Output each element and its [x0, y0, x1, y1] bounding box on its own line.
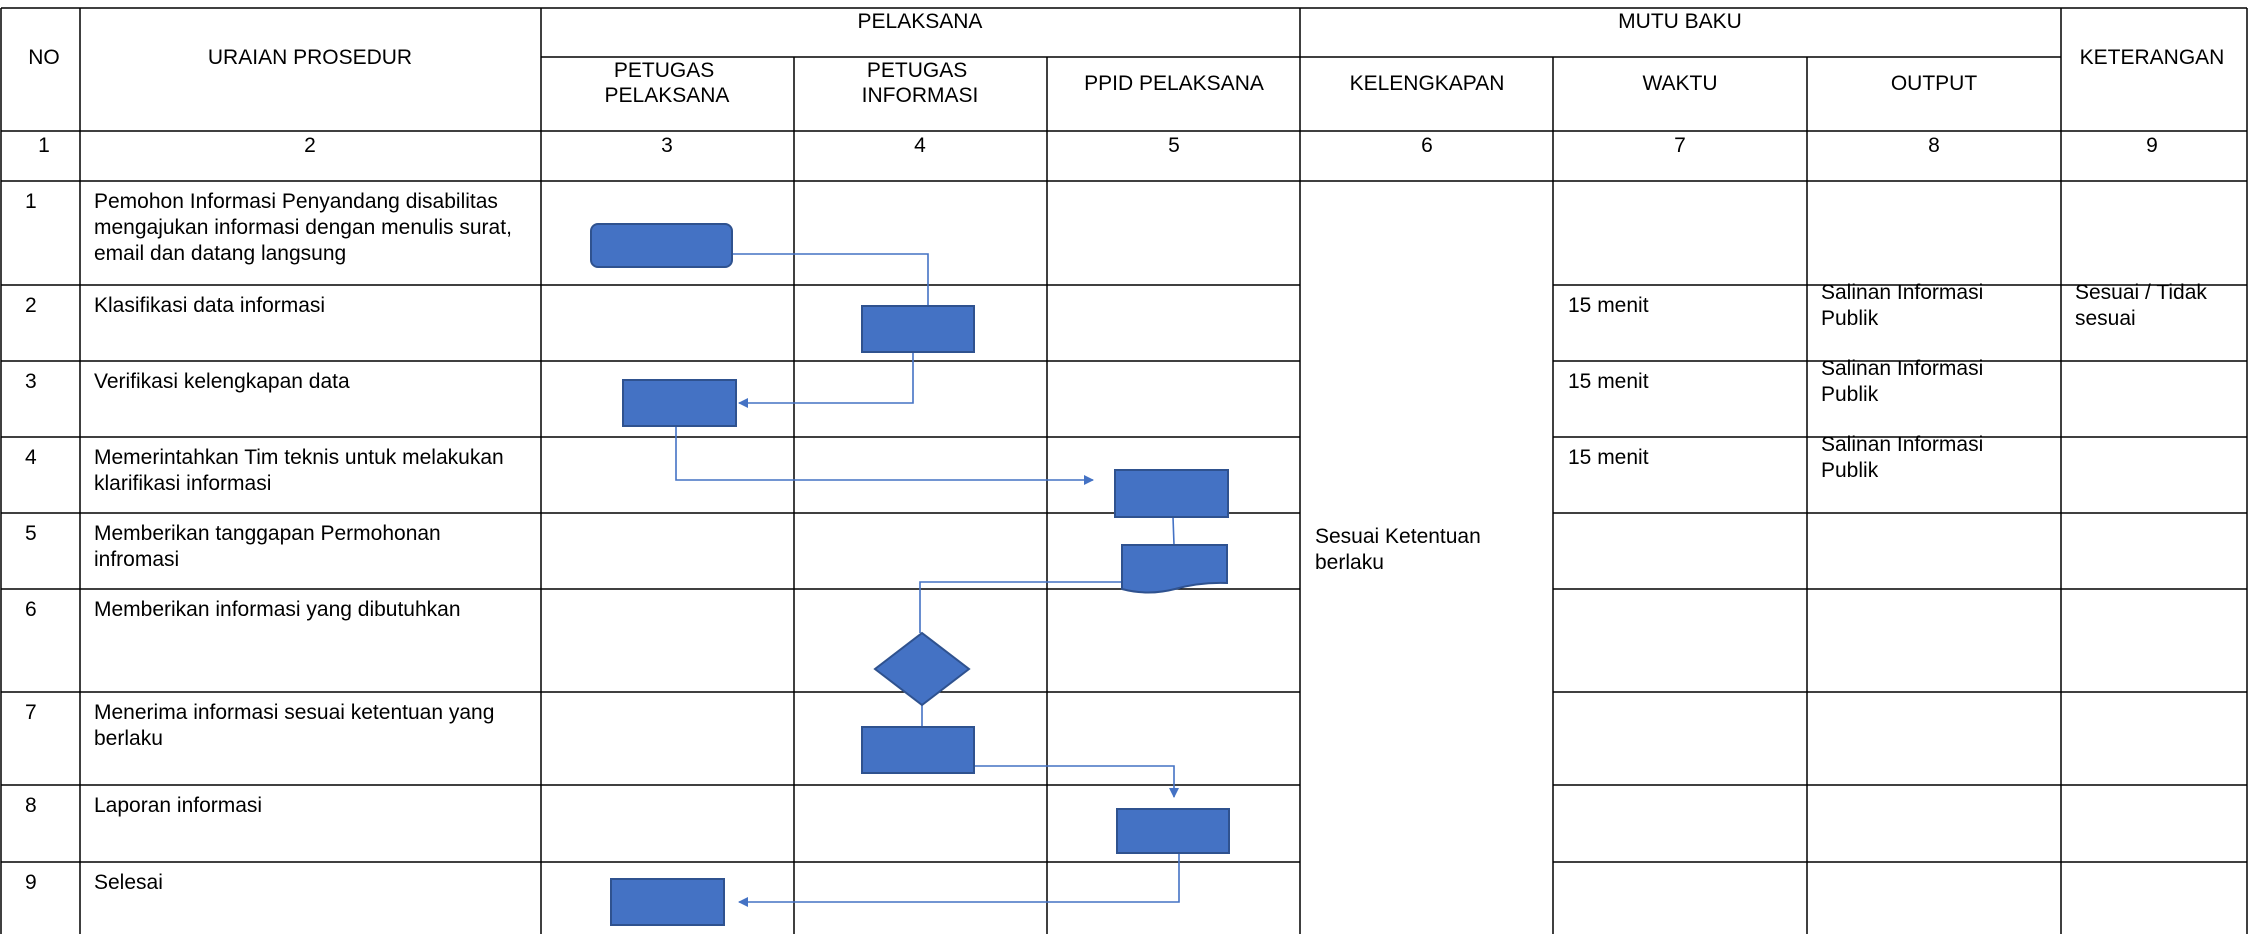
row-number: 5: [25, 522, 37, 545]
column-number-7: 7: [1674, 134, 1686, 157]
output-text: Publik: [1821, 459, 1879, 482]
table-row: 3 Verifikasi kelengkapan data 15 menit Sali…: [25, 357, 1983, 406]
uraian-prosedur-text: Klasifikasi data informasi: [94, 294, 325, 317]
keterangan-text: Sesuai / Tidak: [2075, 281, 2207, 304]
flow-step-8-process: [1116, 808, 1230, 854]
uraian-prosedur-text: Pemohon Informasi Penyandang disabilitas: [94, 190, 498, 213]
table-row: 5 Memberikan tanggapan Permohonan infromas…: [25, 522, 441, 571]
flow-step-7-process: [861, 726, 975, 774]
output-text: Salinan Informasi: [1821, 357, 1983, 380]
waktu-text: 15 menit: [1568, 294, 1649, 317]
header-output: OUTPUT: [1891, 72, 1978, 95]
output-text: Publik: [1821, 307, 1879, 330]
header-petugas-informasi: PETUGAS INFORMASI: [862, 59, 979, 107]
column-number-4: 4: [914, 134, 926, 157]
keterangan-text: sesuai: [2075, 307, 2136, 330]
header-petugas-pelaksana: PETUGAS PELAKSANA: [605, 59, 730, 107]
table-row: 2 Klasifikasi data informasi 15 menit Salin…: [25, 281, 2207, 330]
table-header: NO URAIAN PROSEDUR PELAKSANA MUTU BAKU K…: [28, 10, 2224, 107]
table-row: 7 Menerima informasi sesuai ketentuan yan…: [25, 701, 494, 750]
uraian-prosedur-text: klarifikasi informasi: [94, 472, 271, 495]
output-text: Salinan Informasi: [1821, 433, 1983, 456]
output-text: Salinan Informasi: [1821, 281, 1983, 304]
connector-step5-step6: [919, 581, 1122, 633]
column-number-8: 8: [1928, 134, 1940, 157]
connector-step2-step3: [738, 352, 914, 408]
uraian-prosedur-text: Memberikan informasi yang dibutuhkan: [94, 598, 461, 621]
flow-connectors: [675, 253, 1180, 907]
table-row: 6 Memberikan informasi yang dibutuhkan: [25, 598, 461, 621]
column-number-6: 6: [1421, 134, 1433, 157]
flow-step-9-process: [610, 878, 725, 926]
uraian-prosedur-text: Verifikasi kelengkapan data: [94, 370, 350, 393]
table-row: 1 Pemohon Informasi Penyandang disabilita…: [25, 190, 512, 265]
waktu-text: 15 menit: [1568, 370, 1649, 393]
flow-step-4-process: [1114, 469, 1229, 518]
output-text: Publik: [1821, 383, 1879, 406]
header-ppid-pelaksana: PPID PELAKSANA: [1084, 72, 1264, 95]
row-number: 8: [25, 794, 37, 817]
row-number: 6: [25, 598, 37, 621]
row-number: 2: [25, 294, 37, 317]
connector-step3-step4: [675, 424, 1094, 485]
flow-step-5-document: [1121, 544, 1228, 594]
connector-step7-step8: [975, 765, 1179, 798]
column-number-2: 2: [304, 134, 316, 157]
uraian-prosedur-text: Selesai: [94, 871, 163, 894]
flow-step-6-decision: [873, 631, 971, 707]
uraian-prosedur-text: berlaku: [94, 727, 163, 750]
table-row: 8 Laporan informasi: [25, 794, 262, 817]
flow-step-1-terminator: [590, 223, 733, 268]
column-number-3: 3: [661, 134, 673, 157]
uraian-prosedur-text: Menerima informasi sesuai ketentuan yang: [94, 701, 494, 724]
column-number-9: 9: [2146, 134, 2158, 157]
row-number: 3: [25, 370, 37, 393]
uraian-prosedur-text: Memerintahkan Tim teknis untuk melakukan: [94, 446, 504, 469]
column-number-1: 1: [38, 134, 50, 157]
header-uraian-prosedur: URAIAN PROSEDUR: [208, 46, 412, 69]
row-number: 1: [25, 190, 37, 213]
kelengkapan-merged-text: Sesuai Ketentuan berlaku: [1315, 525, 1487, 574]
row-number: 9: [25, 871, 37, 894]
header-keterangan: KETERANGAN: [2080, 46, 2225, 69]
header-waktu: WAKTU: [1642, 72, 1717, 95]
uraian-prosedur-text: Laporan informasi: [94, 794, 262, 817]
table-row: 4 Memerintahkan Tim teknis untuk melakuka…: [25, 433, 1983, 495]
uraian-prosedur-text: infromasi: [94, 548, 179, 571]
connector-step4-step5: [1172, 516, 1175, 546]
table-body: 1 Pemohon Informasi Penyandang disabilita…: [25, 190, 2207, 894]
flow-step-2-process: [861, 305, 975, 353]
flow-shapes: [590, 223, 1230, 926]
uraian-prosedur-text: Memberikan tanggapan Permohonan: [94, 522, 441, 545]
header-mutu-baku: MUTU BAKU: [1618, 10, 1742, 33]
connector-step1-step2: [733, 253, 929, 306]
waktu-text: 15 menit: [1568, 446, 1649, 469]
uraian-prosedur-text: email dan datang langsung: [94, 242, 346, 265]
table-row: 9 Selesai: [25, 871, 163, 894]
header-no: NO: [28, 46, 60, 69]
column-number-5: 5: [1168, 134, 1180, 157]
column-number-row: 1 2 3 4 5 6 7 8 9: [38, 134, 2158, 157]
header-kelengkapan: KELENGKAPAN: [1350, 72, 1505, 95]
row-number: 4: [25, 446, 37, 469]
header-pelaksana: PELAKSANA: [858, 10, 983, 33]
table-grid: [0, 7, 2248, 934]
connector-step8-step9: [738, 853, 1180, 907]
flow-step-3-process: [622, 379, 737, 427]
uraian-prosedur-text: mengajukan informasi dengan menulis sura…: [94, 216, 512, 239]
row-number: 7: [25, 701, 37, 724]
